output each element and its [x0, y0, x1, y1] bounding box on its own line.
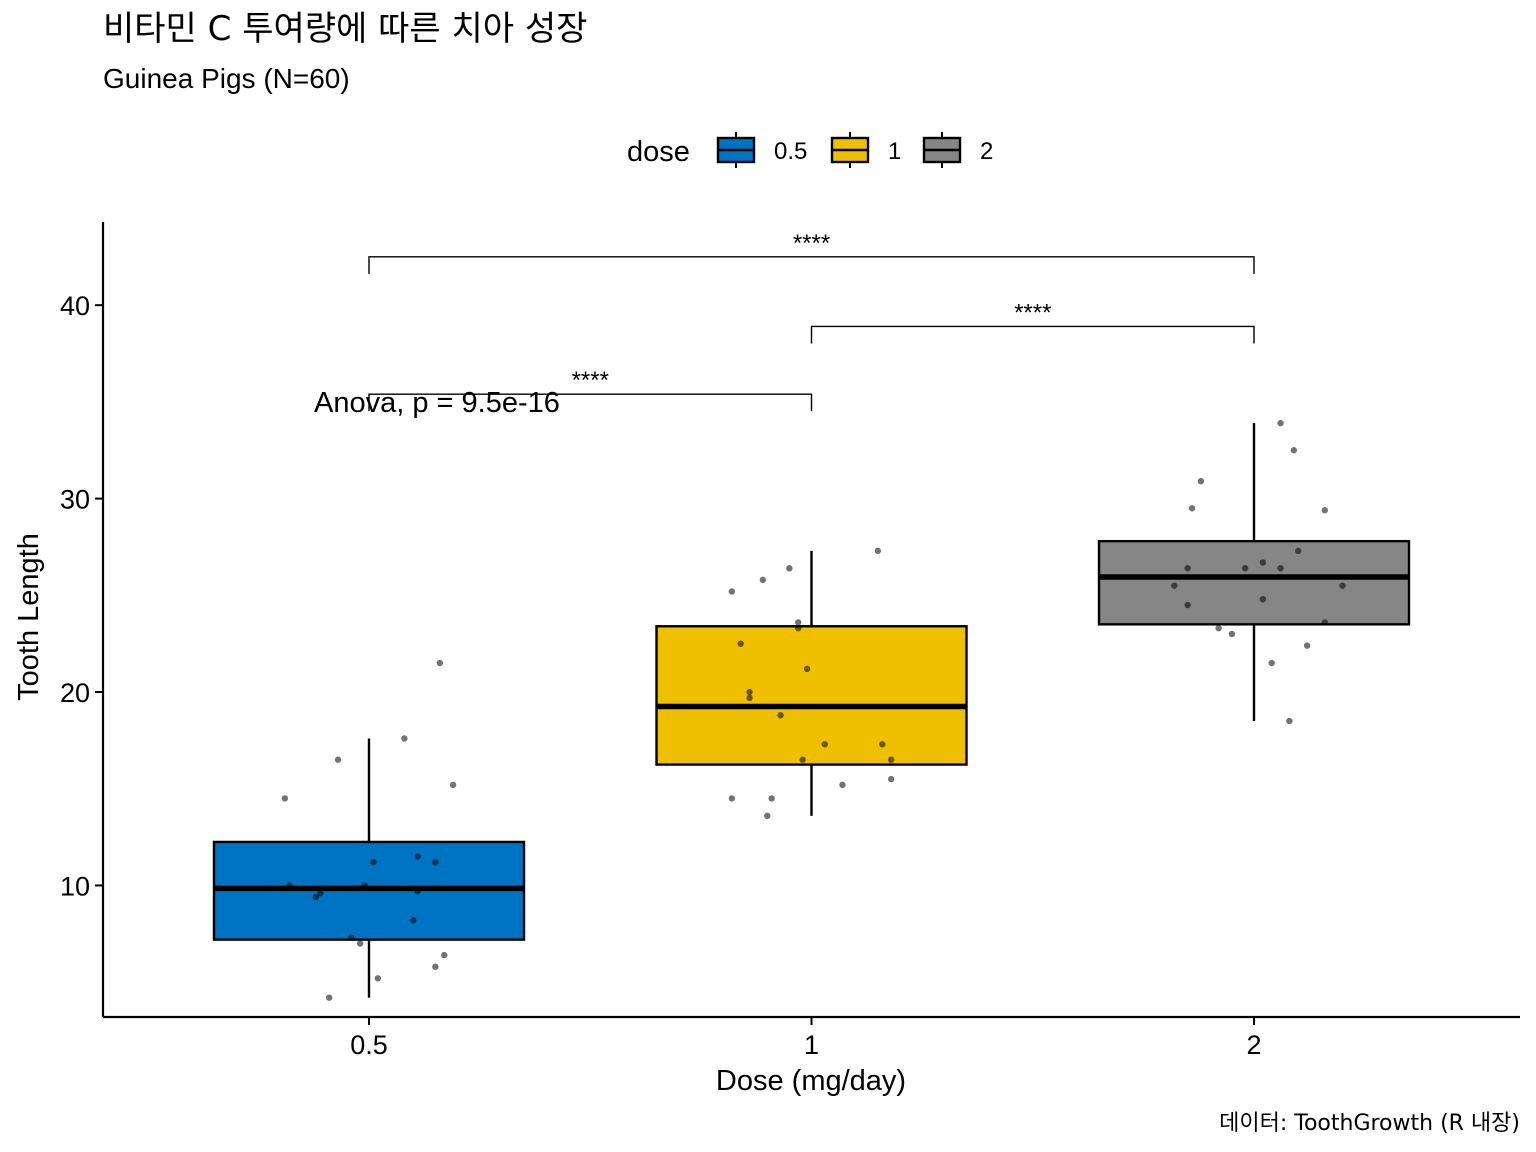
data-point	[887, 756, 895, 763]
data-point	[803, 665, 811, 673]
x-tick-label: 0.5	[350, 1030, 388, 1060]
legend-title: dose	[627, 136, 690, 168]
data-point	[1215, 625, 1222, 632]
data-point	[1228, 630, 1236, 638]
box-body	[1097, 539, 1411, 626]
data-point	[1259, 559, 1267, 566]
data-point	[281, 795, 289, 802]
data-point	[317, 890, 324, 897]
x-tick-label: 1	[804, 1030, 819, 1060]
y-tick-label: 10	[60, 871, 90, 901]
data-point	[1277, 419, 1284, 427]
axes: 10 20 30 40 0.5 1 2	[60, 222, 1520, 1060]
data-point	[728, 588, 736, 595]
data-point	[1241, 565, 1249, 572]
bracket-line	[368, 256, 1255, 274]
significance-label: ****	[793, 230, 830, 257]
data-point	[795, 625, 802, 632]
data-point	[737, 640, 744, 647]
data-point	[759, 576, 767, 584]
data-point	[1339, 582, 1346, 589]
data-point	[432, 859, 439, 866]
x-tick-label: 2	[1246, 1030, 1261, 1060]
data-point	[821, 741, 828, 748]
data-point	[777, 712, 784, 719]
data-point	[1290, 447, 1298, 454]
data-point	[414, 853, 421, 860]
data-point	[286, 882, 293, 889]
y-axis-title: Tooth Length	[13, 533, 45, 701]
y-tick-label: 30	[60, 485, 90, 515]
data-point	[799, 756, 806, 763]
data-point	[874, 547, 882, 555]
data-point	[728, 795, 736, 802]
data-point	[356, 940, 364, 947]
data-point	[1197, 477, 1205, 485]
data-point	[768, 795, 775, 802]
x-axis-title: Dose (mg/day)	[716, 1065, 906, 1097]
data-point	[1295, 547, 1302, 555]
data-point	[746, 694, 753, 702]
comparison-bracket: ****	[810, 299, 1255, 344]
box-body	[655, 625, 968, 766]
data-point	[839, 781, 846, 789]
bracket-line	[368, 393, 813, 412]
data-point	[786, 565, 793, 572]
data-point	[1188, 505, 1196, 512]
data-point	[1286, 717, 1293, 725]
data-point	[441, 951, 448, 959]
data-point	[887, 775, 895, 783]
data-point	[414, 888, 421, 895]
data-point	[764, 812, 771, 820]
data-point	[312, 893, 320, 901]
legend-entry-1: 1	[830, 132, 901, 168]
data-point	[1259, 595, 1267, 603]
data-point	[374, 975, 382, 982]
legend-label: 0.5	[774, 138, 807, 165]
data-point	[401, 735, 408, 742]
data-point	[334, 756, 342, 763]
chart-title: 비타민 C 투여량에 따른 치아 성장	[103, 9, 587, 49]
legend: dose 0.5 1 2	[627, 132, 993, 168]
data-point	[436, 659, 443, 667]
data-point	[1184, 601, 1191, 609]
chart-subtitle: Guinea Pigs (N=60)	[103, 63, 350, 94]
data-point	[1171, 582, 1178, 589]
chart-caption: 데이터: ToothGrowth (R 내장)	[1219, 1111, 1520, 1136]
data-point	[1277, 565, 1284, 572]
legend-entry-0.5: 0.5	[716, 132, 807, 168]
data-point	[1184, 565, 1191, 572]
box-1	[655, 550, 968, 816]
data-point	[370, 859, 377, 866]
data-point	[432, 963, 439, 970]
data-point	[1303, 642, 1311, 649]
data-point	[1321, 507, 1329, 514]
comparison-bracket: ****	[368, 367, 813, 412]
data-point	[449, 781, 457, 789]
significance-label: ****	[572, 367, 609, 394]
legend-label: 1	[888, 138, 901, 165]
y-tick-label: 40	[60, 291, 90, 321]
box-2	[1097, 423, 1411, 722]
data-point	[1268, 659, 1275, 667]
comparison-bracket: ****	[368, 230, 1255, 274]
significance-label: ****	[1014, 299, 1051, 326]
legend-entry-2: 2	[922, 132, 993, 168]
y-tick-label: 20	[60, 678, 90, 708]
data-point	[746, 688, 753, 696]
data-point	[410, 917, 417, 924]
data-point	[1321, 619, 1329, 626]
box-0.5	[212, 738, 526, 998]
data-point	[348, 934, 355, 941]
data-point	[325, 994, 333, 1001]
bracket-line	[810, 325, 1255, 344]
legend-label: 2	[980, 138, 993, 165]
anova-annotation: Anova, p = 9.5e-16	[314, 387, 560, 419]
data-point	[361, 882, 368, 889]
plot-area: **** **** **** Anova, p = 9.5e-16	[212, 230, 1411, 1001]
data-point	[795, 619, 802, 626]
data-point	[879, 741, 886, 748]
